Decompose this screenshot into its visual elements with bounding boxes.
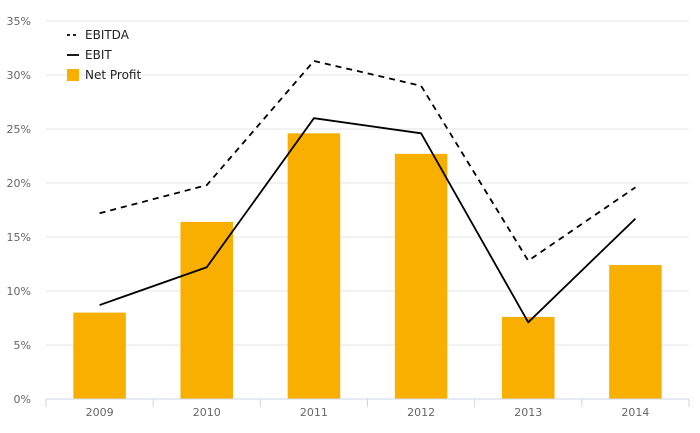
line-ebit[interactable] <box>99 117 637 324</box>
bar-net-profit[interactable] <box>180 221 234 399</box>
y-tick-label: 5% <box>14 339 31 352</box>
y-axis: 0% 5% 10% 15% 20% 25% 30% 35% <box>7 15 31 406</box>
legend[interactable]: EBITDA EBIT Net Profit <box>67 28 141 82</box>
line-series <box>99 60 637 324</box>
legend-item[interactable]: EBITDA <box>67 28 130 42</box>
bar-series <box>73 133 662 399</box>
x-tick-label: 2013 <box>514 406 542 419</box>
y-tick-label: 20% <box>7 177 31 190</box>
x-tick-label: 2014 <box>621 406 649 419</box>
legend-item[interactable]: Net Profit <box>67 68 141 82</box>
x-tick-label: 2012 <box>407 406 435 419</box>
legend-label: EBITDA <box>85 28 130 42</box>
y-tick-label: 10% <box>7 285 31 298</box>
y-tick-label: 35% <box>7 15 31 28</box>
bar-net-profit[interactable] <box>609 265 662 399</box>
legend-label: EBIT <box>85 48 112 62</box>
y-tick-label: 0% <box>14 393 31 406</box>
bar-net-profit[interactable] <box>287 133 341 399</box>
legend-item[interactable]: EBIT <box>67 48 112 62</box>
x-tick-label: 2011 <box>300 406 328 419</box>
legend-symbol <box>67 69 79 81</box>
y-tick-label: 30% <box>7 69 31 82</box>
y-tick-label: 15% <box>7 231 31 244</box>
legend-label: Net Profit <box>85 68 141 82</box>
grid-lines <box>46 20 689 346</box>
y-tick-label: 25% <box>7 123 31 136</box>
line-ebitda[interactable] <box>99 60 636 262</box>
x-tick-label: 2010 <box>193 406 221 419</box>
x-axis: 2009 2010 2011 2012 2013 2014 <box>45 398 690 419</box>
bar-net-profit[interactable] <box>394 153 448 399</box>
bar-net-profit[interactable] <box>73 312 126 399</box>
x-tick-label: 2009 <box>86 406 114 419</box>
bar-net-profit[interactable] <box>501 316 555 399</box>
